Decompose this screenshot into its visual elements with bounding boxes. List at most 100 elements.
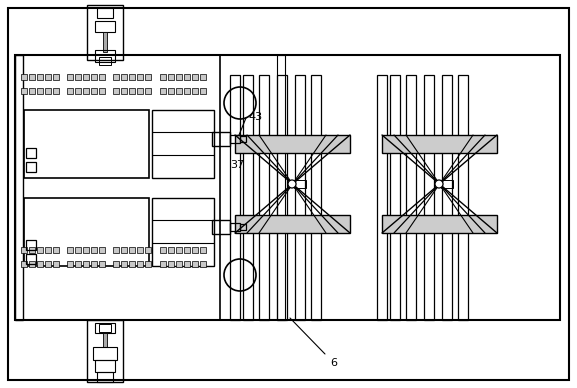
Bar — [21, 88, 27, 94]
Bar — [99, 74, 105, 80]
Bar — [26, 162, 36, 172]
Bar — [29, 247, 35, 253]
Bar — [129, 74, 135, 80]
Bar — [230, 223, 240, 231]
Bar — [83, 74, 89, 80]
Bar — [121, 261, 127, 267]
Bar — [15, 55, 23, 320]
Bar — [45, 88, 51, 94]
Bar — [406, 75, 416, 320]
Bar — [67, 88, 73, 94]
Bar — [37, 247, 43, 253]
Circle shape — [435, 180, 443, 188]
Bar — [103, 32, 107, 52]
Bar — [192, 247, 198, 253]
Bar — [113, 247, 119, 253]
Bar — [441, 180, 453, 188]
Bar — [67, 74, 73, 80]
Bar — [15, 55, 560, 320]
Bar — [26, 148, 36, 158]
Bar — [200, 88, 206, 94]
Bar — [67, 261, 73, 267]
Bar — [184, 261, 190, 267]
Bar — [168, 261, 174, 267]
Bar — [192, 261, 198, 267]
Bar — [95, 21, 115, 32]
Bar — [160, 74, 166, 80]
Bar — [26, 240, 36, 250]
Bar — [24, 110, 149, 178]
Bar — [45, 261, 51, 267]
Bar — [99, 247, 105, 253]
Bar — [91, 261, 97, 267]
Bar — [442, 75, 452, 320]
Bar — [145, 247, 151, 253]
Bar — [99, 57, 111, 65]
Bar — [93, 347, 117, 360]
Bar — [184, 74, 190, 80]
Bar — [83, 261, 89, 267]
Bar — [184, 247, 190, 253]
Bar — [200, 261, 206, 267]
Bar — [121, 74, 127, 80]
Bar — [458, 75, 468, 320]
Bar — [21, 247, 27, 253]
Bar — [424, 75, 434, 320]
Bar — [87, 320, 123, 382]
Bar — [311, 75, 321, 320]
Bar — [95, 50, 115, 62]
Bar — [160, 261, 166, 267]
Bar — [45, 247, 51, 253]
Bar — [137, 247, 143, 253]
Bar — [230, 135, 240, 143]
Bar — [212, 132, 230, 146]
Bar — [137, 261, 143, 267]
Bar — [99, 324, 111, 332]
Bar — [382, 135, 497, 153]
Bar — [29, 88, 35, 94]
Bar — [295, 75, 305, 320]
Bar — [212, 220, 230, 234]
Bar — [53, 74, 59, 80]
Bar — [95, 323, 115, 333]
Bar — [192, 74, 198, 80]
Text: 43: 43 — [248, 112, 262, 122]
Bar — [91, 88, 97, 94]
Bar — [53, 247, 59, 253]
Bar — [176, 261, 182, 267]
Bar — [145, 74, 151, 80]
Bar — [192, 88, 198, 94]
Bar — [235, 135, 350, 153]
Bar — [294, 180, 306, 188]
Bar — [377, 75, 387, 320]
Bar — [277, 75, 287, 320]
Bar — [137, 88, 143, 94]
Bar — [152, 110, 214, 178]
Bar — [83, 88, 89, 94]
Text: 6: 6 — [330, 358, 337, 368]
Bar — [184, 88, 190, 94]
Bar — [145, 261, 151, 267]
Bar — [45, 74, 51, 80]
Bar — [176, 88, 182, 94]
Bar — [129, 88, 135, 94]
Bar — [160, 88, 166, 94]
Bar — [176, 247, 182, 253]
Bar — [129, 261, 135, 267]
Bar — [53, 261, 59, 267]
Bar — [97, 372, 113, 382]
Circle shape — [288, 180, 296, 188]
Bar — [29, 261, 35, 267]
Bar — [121, 88, 127, 94]
Bar — [152, 198, 214, 266]
Bar — [240, 136, 246, 142]
Bar — [21, 261, 27, 267]
Bar — [145, 88, 151, 94]
Bar — [75, 261, 81, 267]
Bar — [67, 247, 73, 253]
Bar — [121, 247, 127, 253]
Bar — [95, 360, 115, 372]
Bar — [26, 254, 36, 264]
Bar — [390, 75, 400, 320]
Bar — [83, 247, 89, 253]
